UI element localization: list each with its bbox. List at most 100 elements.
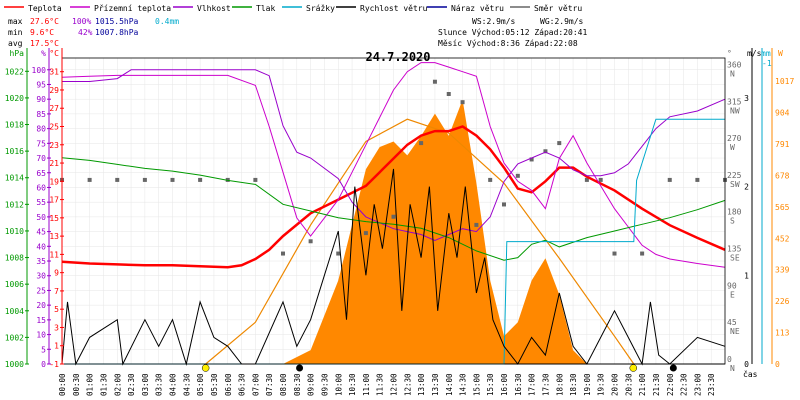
chart-title: 24.7.2020 (365, 50, 430, 64)
wind-dir-point (460, 100, 465, 105)
solar-area (283, 99, 587, 365)
legend-label-2: Vlhkost (197, 4, 231, 13)
time-tick-label: 10:30 (348, 373, 357, 396)
pct-tick-label: 15 (36, 316, 46, 325)
time-tick-label: 05:30 (210, 373, 219, 396)
dir-tick-name: NW (730, 106, 740, 115)
w-tick-label: 0 (775, 360, 780, 369)
degc-tick-label: -1 (49, 360, 59, 369)
hpa-tick-label: 1010 (5, 227, 24, 236)
degc-tick-label: 9 (54, 269, 59, 278)
pct-tick-label: 0 (41, 360, 46, 369)
time-tick-label: 14:00 (445, 373, 454, 396)
time-tick-label: 04:00 (169, 373, 178, 396)
dir-tick-name: S (730, 217, 735, 226)
dir-tick-name: E (730, 290, 735, 299)
pct-tick-label: 30 (36, 272, 46, 281)
stats-max-hum: 100% (72, 17, 91, 26)
degc-tick-label: 29 (49, 86, 59, 95)
time-tick-label: 14:30 (459, 373, 468, 396)
degc-axis-unit: °C (49, 49, 59, 58)
wind-dir-point (115, 177, 120, 182)
legend-label-4: Srážky (306, 4, 335, 13)
sunset-marker (629, 364, 638, 372)
time-tick-label: 00:30 (72, 373, 81, 396)
dir-tick-name: W (730, 143, 735, 152)
dir-tick-name: SE (730, 254, 740, 263)
mm-tick-label: -1 (762, 59, 772, 68)
time-tick-label: 08:00 (279, 373, 288, 396)
time-tick-label: 16:00 (500, 373, 509, 396)
pct-tick-label: 5 (41, 345, 46, 354)
x-axis-label: čas (743, 369, 758, 379)
pct-tick-label: 100 (32, 66, 47, 75)
series-rychlost-větru (61, 168, 726, 366)
degc-tick-label: 21 (49, 159, 59, 168)
time-tick-label: 11:30 (376, 373, 385, 396)
dir-tick-label: 270 (727, 134, 742, 143)
series-teplota (61, 125, 726, 269)
legend-label-7: Směr větru (534, 4, 582, 13)
time-tick-label: 00:00 (58, 373, 67, 396)
time-tick-label: 03:00 (141, 373, 150, 396)
degc-tick-label: 23 (49, 141, 59, 150)
axes: hPa1000100210041006100810101012101410161… (5, 48, 794, 396)
pct-tick-label: 65 (36, 169, 46, 178)
hpa-tick-label: 1002 (5, 333, 24, 342)
wind-dir-point (515, 173, 520, 178)
pct-tick-label: 50 (36, 213, 46, 222)
series-přízemní-teplota (61, 62, 726, 268)
hpa-tick-label: 1018 (5, 121, 24, 130)
wind-dir-point (529, 157, 534, 162)
pct-tick-label: 70 (36, 154, 46, 163)
ms-tick-label: 0 (744, 360, 749, 369)
hpa-tick-label: 1004 (5, 307, 24, 316)
pct-tick-label: 25 (36, 286, 46, 295)
degc-tick-label: 17 (49, 196, 59, 205)
pct-tick-label: 10 (36, 331, 46, 340)
legend-label-0: Teplota (28, 4, 62, 13)
legend: Teplota Přízemní teplota Vlhkost Tlak Srážky… (4, 4, 582, 13)
hpa-tick-label: 1008 (5, 254, 24, 263)
time-tick-label: 02:30 (127, 373, 136, 396)
wind-dir-point (474, 222, 479, 227)
legend-label-3: Tlak (256, 4, 275, 13)
wind-dir-point (281, 251, 285, 256)
time-tick-label: 01:00 (86, 373, 95, 396)
stats-max-temp: 27.6°C (30, 17, 59, 26)
time-tick-label: 12:00 (390, 373, 399, 396)
time-tick-label: 09:00 (307, 373, 316, 396)
time-tick-label: 12:30 (403, 373, 412, 396)
stats-block: max 27.6°C 100% 1015.5hPa 0.4mm min 9.6°… (8, 17, 587, 48)
time-tick-label: 01:30 (99, 373, 108, 396)
moonrise-marker (296, 364, 304, 372)
wind-dir-point (446, 92, 451, 96)
degc-tick-label: 3 (54, 323, 59, 332)
time-tick-label: 16:30 (514, 373, 523, 396)
dir-tick-label: 45 (727, 318, 737, 327)
w-tick-label: 452 (775, 234, 790, 243)
dir-tick-label: 135 (727, 245, 742, 254)
wind-dir-point (584, 177, 589, 182)
pct-tick-label: 80 (36, 125, 46, 134)
dir-tick-label: 0 (727, 355, 732, 364)
time-tick-label: 19:00 (583, 373, 592, 396)
plot-area (60, 58, 727, 372)
moonset-marker (669, 364, 677, 372)
time-tick-label: 04:30 (182, 373, 191, 396)
wind-dir-point (363, 231, 368, 236)
dir-tick-name: NE (730, 327, 740, 336)
legend-label-6: Náraz větru (451, 4, 504, 13)
degc-tick-label: 11 (49, 250, 59, 259)
pct-tick-label: 45 (36, 228, 46, 237)
wind-dir-point (543, 149, 548, 154)
hpa-tick-label: 1014 (5, 174, 24, 183)
hpa-tick-label: 1006 (5, 280, 24, 289)
legend-label-5: Rychlost větru (360, 4, 428, 13)
degc-tick-label: 13 (49, 232, 59, 241)
sunrise-marker (201, 364, 210, 372)
pct-tick-label: 90 (36, 95, 46, 104)
time-tick-label: 11:00 (362, 373, 371, 396)
wind-dir-point (253, 177, 258, 182)
